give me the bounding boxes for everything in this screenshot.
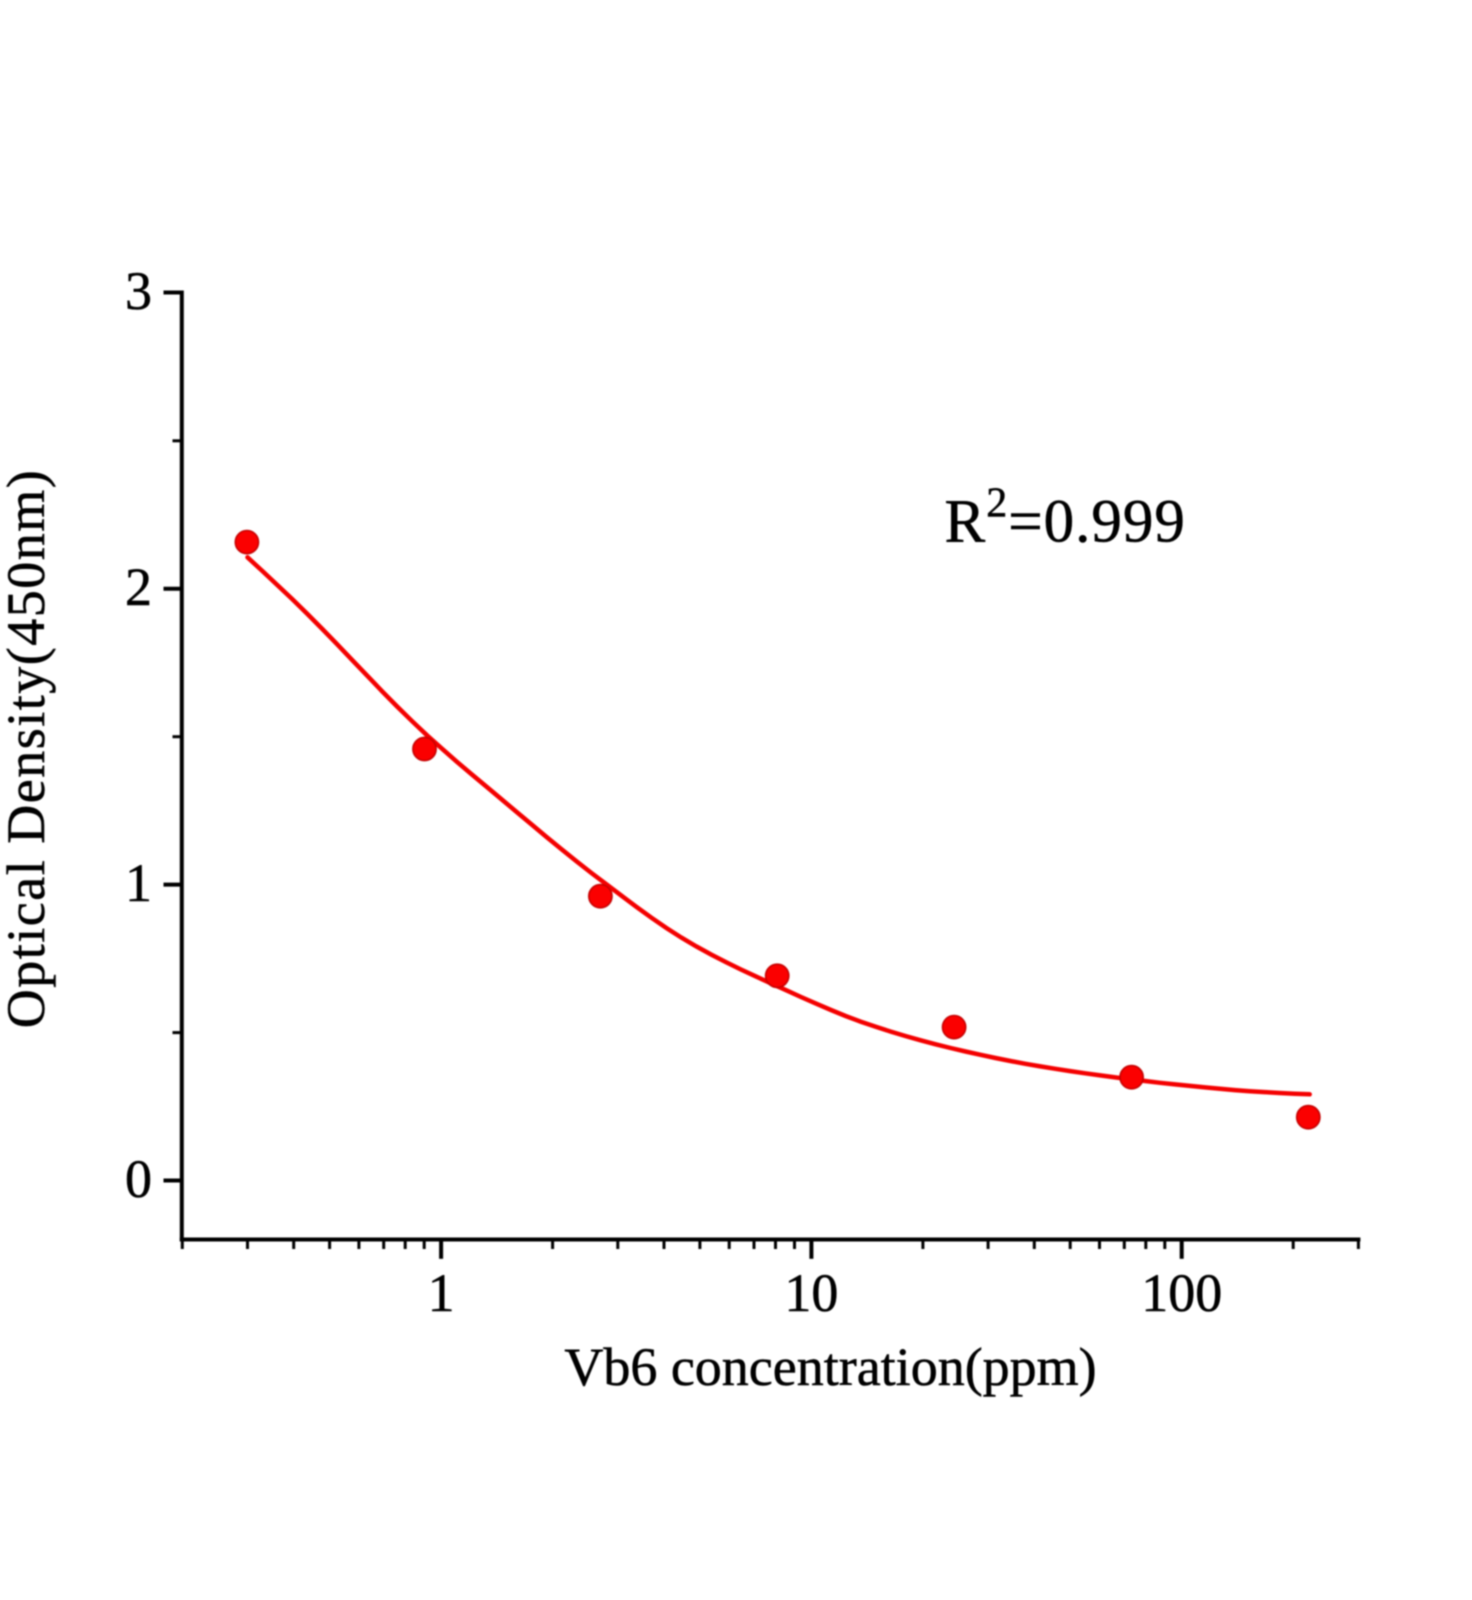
svg-text:Vb6 concentration(ppm): Vb6 concentration(ppm) xyxy=(564,1337,1096,1397)
svg-text:Optical Density(450nm): Optical Density(450nm) xyxy=(0,469,56,1028)
svg-text:2: 2 xyxy=(125,557,152,617)
svg-text:10: 10 xyxy=(784,1263,838,1323)
svg-text:3: 3 xyxy=(125,261,152,321)
svg-text:1: 1 xyxy=(428,1263,455,1323)
svg-text:100: 100 xyxy=(1141,1263,1222,1323)
svg-text:0: 0 xyxy=(125,1149,152,1209)
svg-text:R2=0.999: R2=0.999 xyxy=(945,481,1186,556)
svg-text:1: 1 xyxy=(125,853,152,913)
